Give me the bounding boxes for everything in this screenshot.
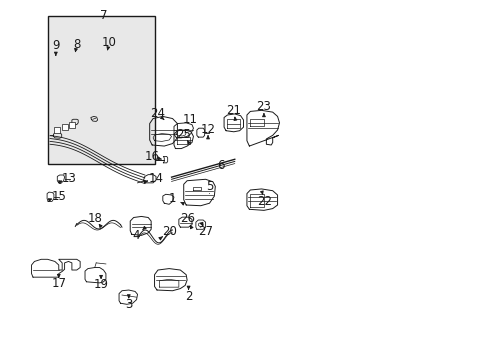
Text: 9: 9 [52,39,60,52]
Text: 8: 8 [73,38,81,51]
Text: 19: 19 [93,278,108,291]
Bar [54,127,60,133]
Bar [69,122,75,128]
Text: 18: 18 [87,212,102,225]
Bar [61,124,67,130]
Text: 27: 27 [198,225,213,238]
Text: 17: 17 [51,277,66,290]
Bar [47,16,154,164]
Text: 21: 21 [226,104,241,117]
Text: 22: 22 [257,195,272,208]
Text: 13: 13 [62,172,77,185]
Text: 3: 3 [125,298,132,311]
Text: 5: 5 [205,180,213,193]
Text: 12: 12 [200,123,215,136]
Text: 14: 14 [148,172,163,185]
Text: 1: 1 [168,192,176,205]
Text: 2: 2 [184,289,192,303]
Text: 4: 4 [133,229,140,242]
Text: 11: 11 [182,113,197,126]
Text: 6: 6 [217,159,224,172]
Text: 7: 7 [100,9,107,22]
Text: 24: 24 [150,107,165,120]
Text: 26: 26 [179,212,194,225]
Text: 16: 16 [144,150,159,163]
Text: 20: 20 [162,225,176,238]
Text: 10: 10 [102,36,117,49]
Text: 23: 23 [256,100,271,113]
Text: 15: 15 [51,190,66,203]
Text: 25: 25 [176,128,191,141]
